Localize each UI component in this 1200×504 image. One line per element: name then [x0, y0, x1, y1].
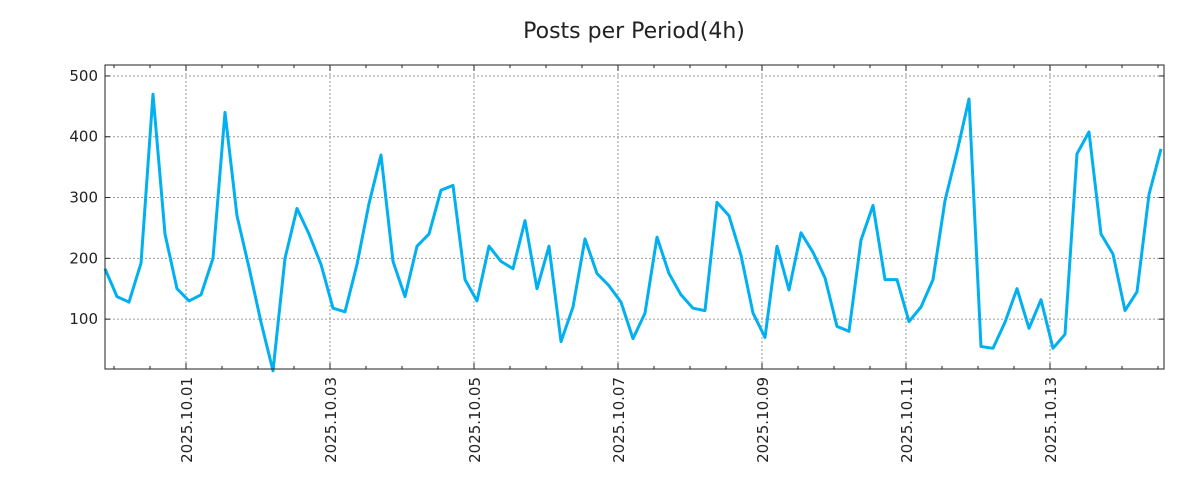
x-tick-label: 2025.10.11 — [898, 377, 916, 463]
y-tick-label: 200 — [69, 249, 98, 267]
y-tick-label: 400 — [69, 128, 98, 146]
x-tick-label: 2025.10.03 — [322, 377, 340, 463]
y-tick-label: 500 — [69, 67, 98, 85]
x-tick-label: 2025.10.09 — [754, 377, 772, 463]
x-tick-label: 2025.10.05 — [466, 377, 484, 463]
series-line-posts — [105, 94, 1161, 371]
chart-title: Posts per Period(4h) — [523, 19, 745, 44]
y-tick-label: 300 — [69, 189, 98, 207]
x-tick-label: 2025.10.07 — [610, 377, 628, 463]
x-tick-label: 2025.10.01 — [178, 377, 196, 463]
x-tick-label: 2025.10.13 — [1042, 377, 1060, 463]
y-tick-label: 100 — [69, 310, 98, 328]
